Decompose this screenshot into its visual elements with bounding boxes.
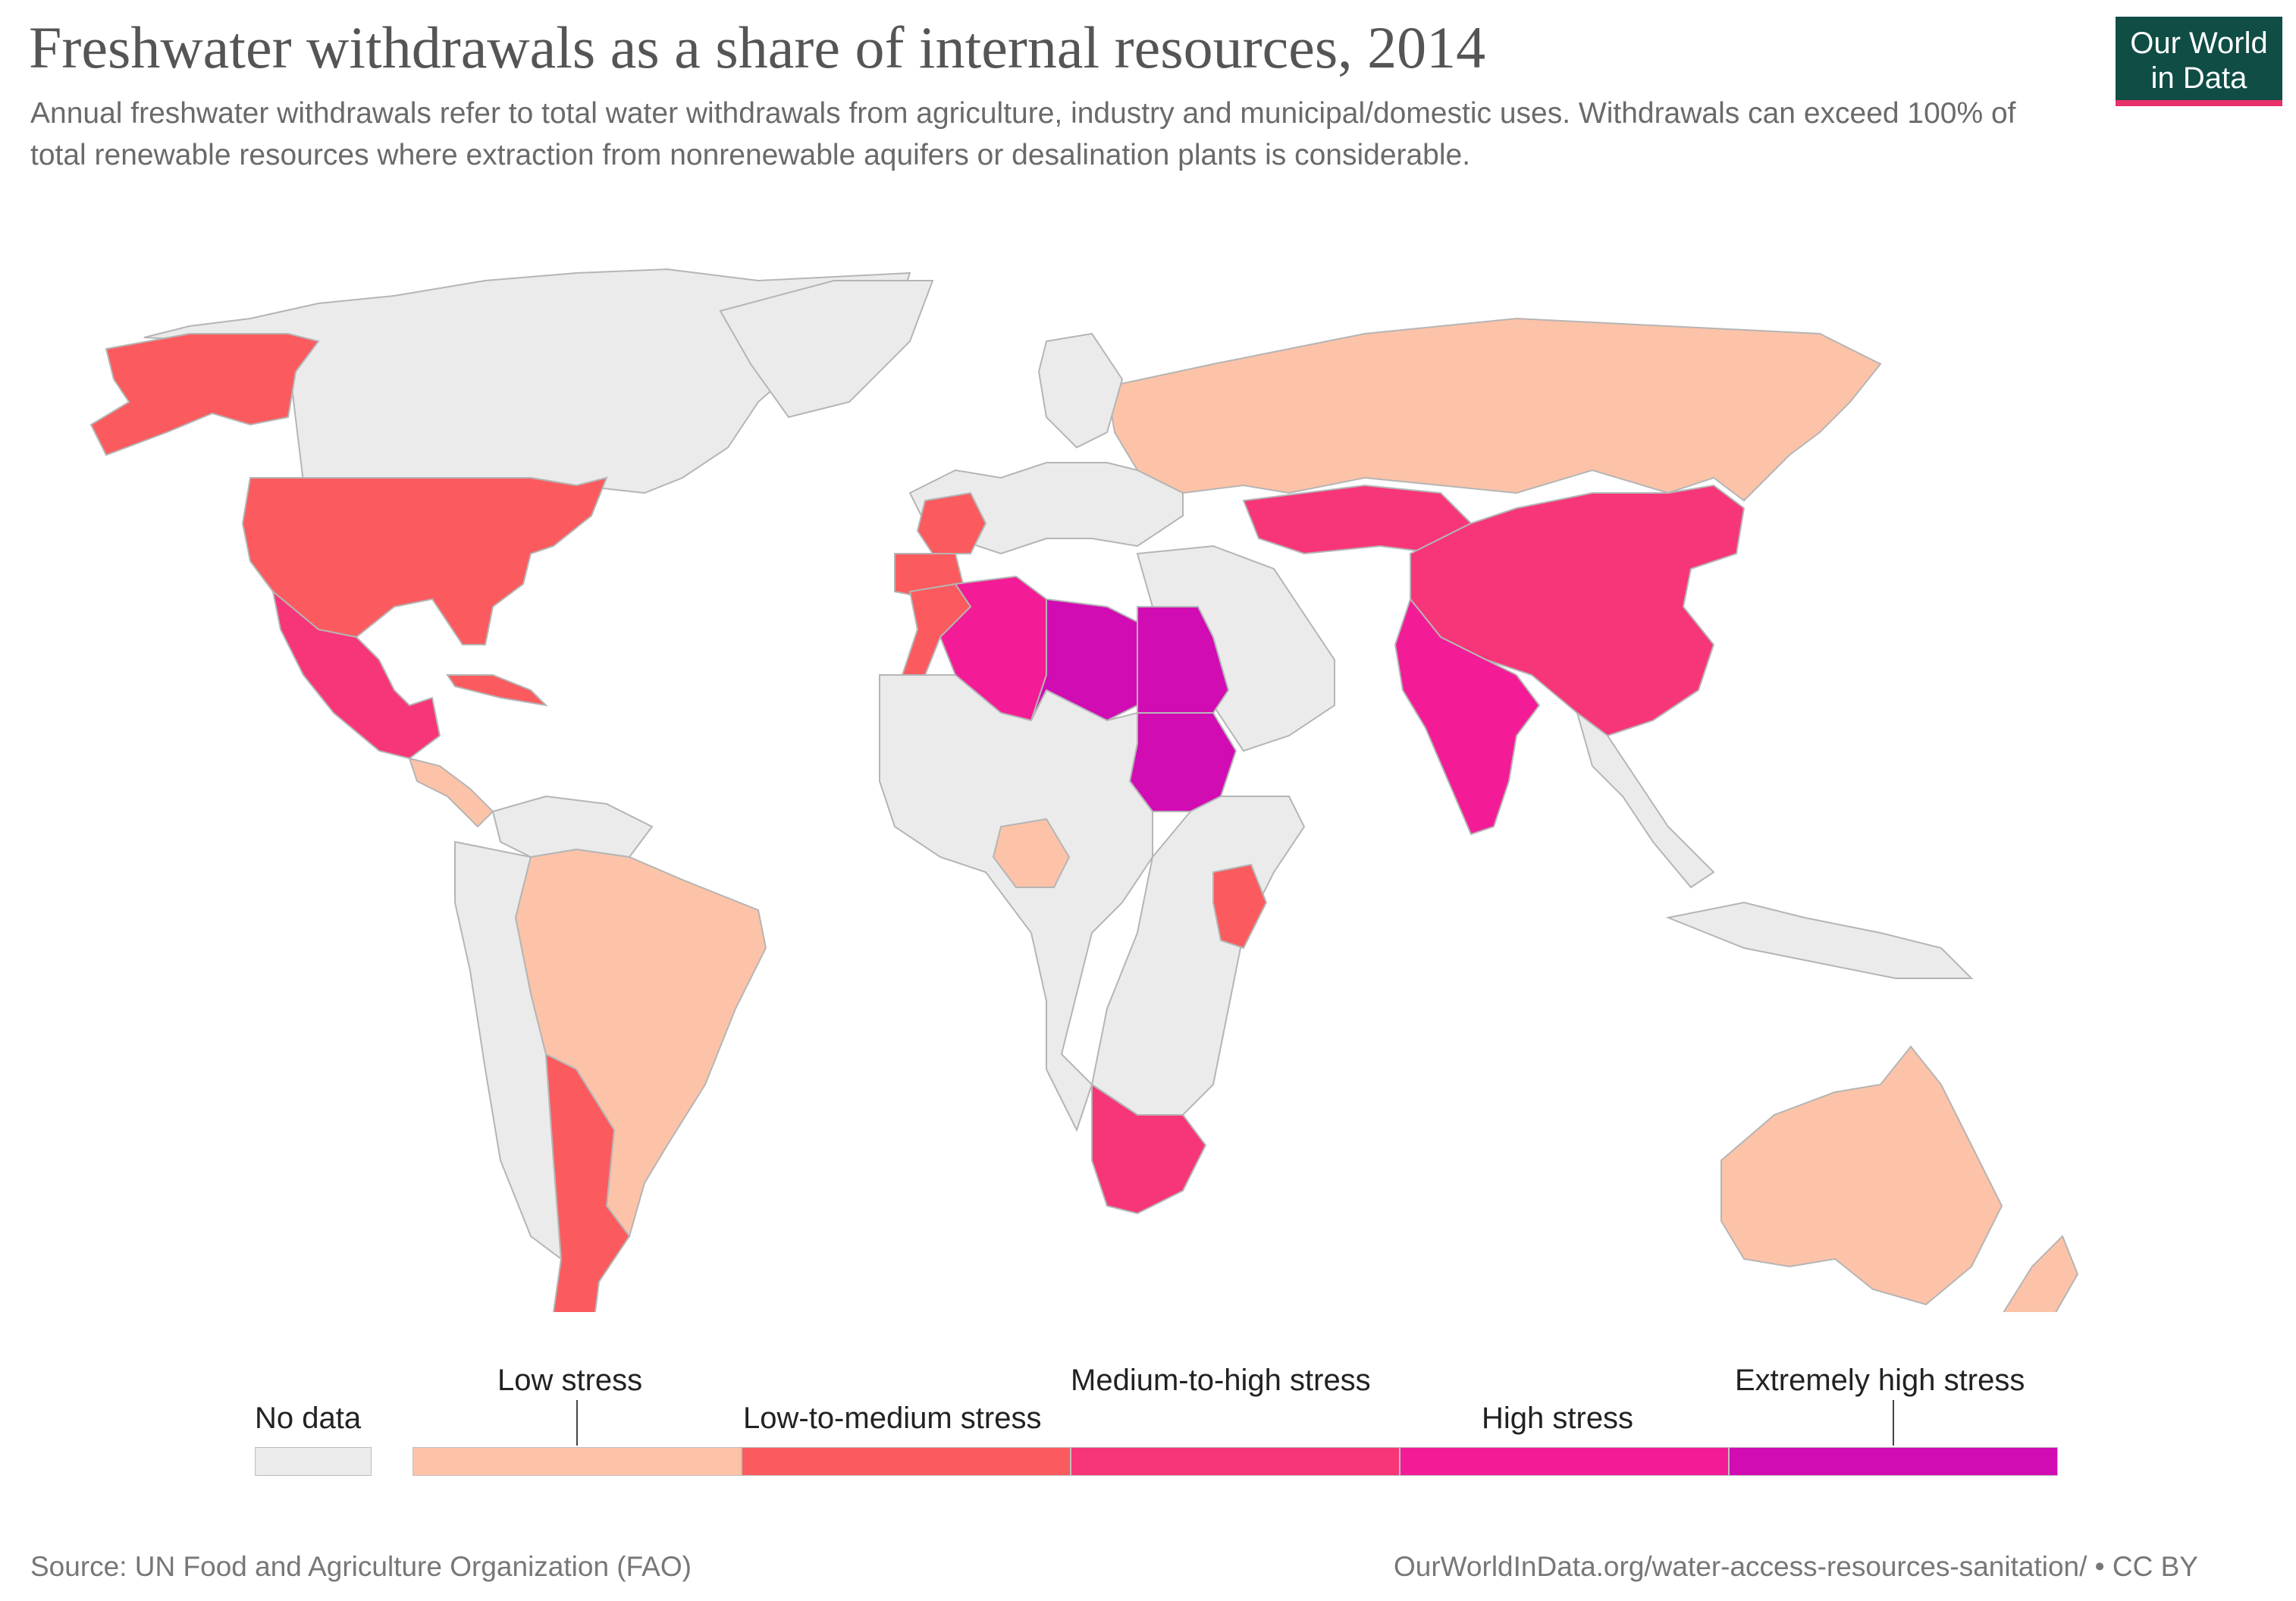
- country-china[interactable]: [1410, 484, 1746, 737]
- map-countries: [89, 268, 2079, 1312]
- country-canada-greenland-1[interactable]: [719, 280, 934, 419]
- country-southeast-asia[interactable]: [1576, 711, 1715, 889]
- legend-label-medium-to-high: Medium-to-high stress: [1071, 1364, 1371, 1397]
- chart-title: Freshwater withdrawals as a share of int…: [29, 14, 1486, 80]
- owid-logo[interactable]: Our World in Data: [2116, 17, 2282, 106]
- country-brazil[interactable]: [514, 848, 767, 1238]
- country-mexico[interactable]: [271, 589, 441, 760]
- legend-label-low: Low stress: [497, 1364, 643, 1397]
- legend-tick-extremely-high: [1893, 1400, 1894, 1446]
- country-nigeria[interactable]: [992, 818, 1071, 888]
- world-map: [89, 268, 2079, 1312]
- legend-label-extremely-high: Extremely high stress: [1735, 1364, 2025, 1397]
- legend-no-data-swatch: [255, 1447, 372, 1476]
- source-note: Source: UN Food and Agriculture Organiza…: [30, 1551, 692, 1582]
- legend-swatch-extremely-high[interactable]: [1729, 1447, 2058, 1476]
- source-url[interactable]: OurWorldInData.org/water-access-resource…: [1394, 1551, 2198, 1582]
- country-west-central-africa[interactable]: [879, 674, 1153, 1132]
- legend-tick-low: [576, 1400, 578, 1446]
- logo-line-2: in Data: [2150, 61, 2247, 95]
- legend-swatch-low-to-medium[interactable]: [742, 1447, 1071, 1476]
- country-india[interactable]: [1394, 597, 1541, 836]
- country-new-zealand[interactable]: [1956, 1235, 2079, 1312]
- country-northern-south-america[interactable]: [491, 795, 654, 859]
- country-russia[interactable]: [1106, 317, 1882, 502]
- logo-line-1: Our World: [2130, 27, 2268, 60]
- country-southeast-asia-1[interactable]: [1665, 901, 1974, 979]
- legend-swatch-medium-to-high[interactable]: [1071, 1447, 1400, 1476]
- country-cuba[interactable]: [446, 674, 548, 707]
- legend-no-data-label: No data: [255, 1402, 362, 1435]
- country-kenya[interactable]: [1212, 863, 1268, 950]
- legend-label-high: High stress: [1482, 1402, 1634, 1435]
- country-central-america[interactable]: [408, 757, 494, 828]
- legend-label-low-to-medium: Low-to-medium stress: [743, 1402, 1042, 1435]
- country-alaska[interactable]: [89, 333, 320, 457]
- country-argentina[interactable]: [544, 1053, 631, 1312]
- country-europe-1[interactable]: [1037, 332, 1124, 449]
- legend-swatch-high[interactable]: [1400, 1447, 1729, 1476]
- country-france[interactable]: [916, 491, 987, 554]
- legend-swatch-low[interactable]: [412, 1447, 742, 1476]
- chart-subtitle: Annual freshwater withdrawals refer to t…: [30, 97, 2016, 171]
- country-australia[interactable]: [1720, 1045, 2003, 1306]
- country-south-africa[interactable]: [1091, 1083, 1207, 1215]
